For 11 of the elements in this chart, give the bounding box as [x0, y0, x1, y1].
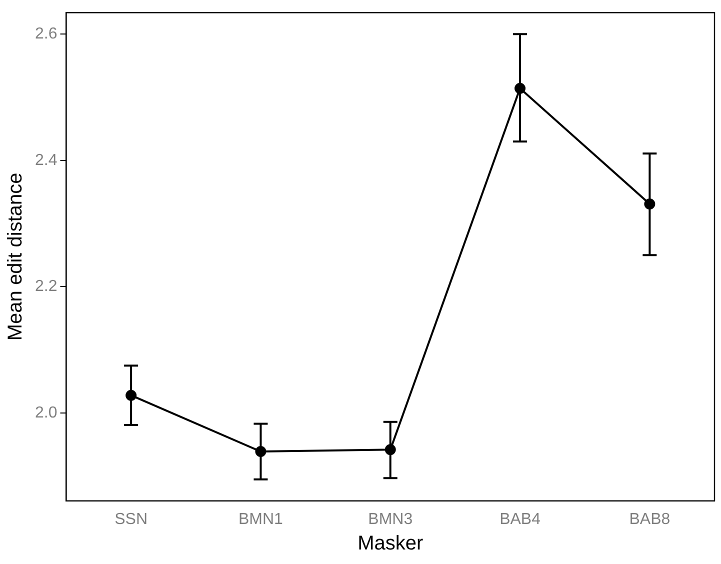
- y-tick-label: 2.6: [34, 25, 58, 42]
- y-tick-label: 2.4: [34, 152, 58, 169]
- x-tick-label: BAB8: [629, 510, 670, 528]
- x-tick-label: SSN: [114, 510, 148, 528]
- x-tick-label: BAB4: [500, 510, 541, 528]
- y-tick-label: 2.0: [34, 404, 58, 422]
- y-tick-label: 2.2: [34, 278, 58, 296]
- y-axis-title: Mean edit distance: [4, 172, 27, 341]
- x-axis-title: Masker: [358, 532, 424, 555]
- x-tick-label: BMN1: [238, 510, 284, 528]
- x-tick-label: BMN3: [368, 510, 413, 528]
